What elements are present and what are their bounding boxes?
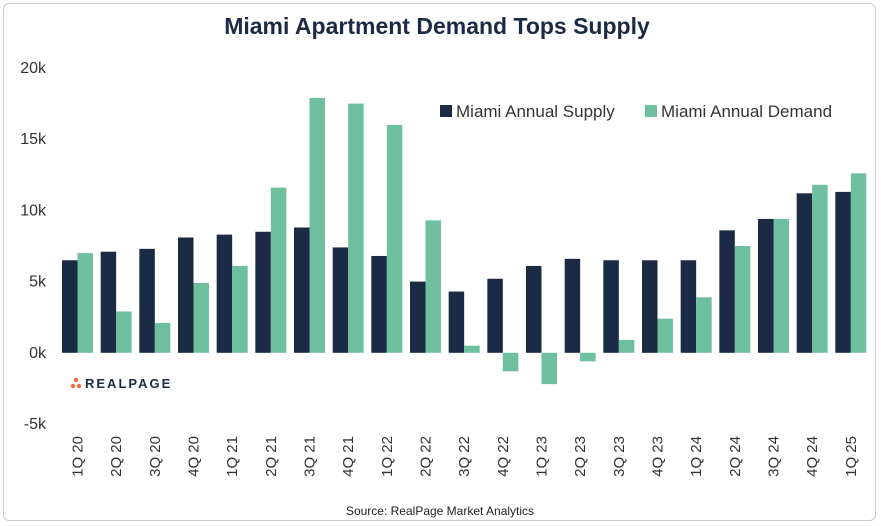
y-tick-label: 5k xyxy=(29,274,47,291)
bar-supply xyxy=(62,260,78,353)
y-tick-label: -5k xyxy=(24,416,47,433)
logo-dot xyxy=(70,383,76,389)
bar-demand xyxy=(193,283,209,353)
x-tick-label: 4Q 21 xyxy=(340,436,357,477)
bar-demand xyxy=(773,218,789,353)
bar-supply xyxy=(564,258,581,353)
bar-supply xyxy=(796,193,813,353)
bar-demand xyxy=(386,124,403,353)
source-note: Source: RealPage Market Analytics xyxy=(346,504,534,518)
x-tick-label: 1Q 24 xyxy=(688,436,705,477)
x-tick-label: 4Q 23 xyxy=(650,436,667,477)
y-tick-label: 10k xyxy=(20,202,47,219)
bar-supply xyxy=(139,248,155,353)
bar-supply xyxy=(642,260,658,353)
bar-supply xyxy=(100,251,117,353)
y-tick-label: 20k xyxy=(20,60,47,77)
legend-label-supply: Miami Annual Supply xyxy=(456,102,615,121)
legend: Miami Annual Supply Miami Annual Demand xyxy=(440,102,832,121)
bar-demand xyxy=(116,311,132,353)
x-tick-label: 3Q 23 xyxy=(611,436,628,477)
x-tick-label: 4Q 24 xyxy=(804,436,821,477)
bar-supply xyxy=(178,237,194,353)
bar-supply xyxy=(487,278,503,353)
chart: Miami Apartment Demand Tops Supply 20k 15… xyxy=(20,13,867,518)
y-tick-label: 15k xyxy=(20,131,47,148)
bar-demand xyxy=(541,352,557,385)
bar-demand xyxy=(270,187,287,353)
x-tick-label: 3Q 24 xyxy=(766,436,783,477)
bar-demand xyxy=(580,352,596,362)
legend-swatch-demand xyxy=(645,105,657,117)
chart-frame: Miami Apartment Demand Tops Supply 20k 15… xyxy=(3,3,876,521)
bar-demand xyxy=(618,339,635,353)
bar-supply xyxy=(526,265,542,353)
realpage-logo: REALPAGE xyxy=(70,376,172,391)
bar-supply xyxy=(603,260,619,353)
bar-demand xyxy=(464,345,480,353)
bar-demand xyxy=(232,265,248,353)
y-axis: 20k 15k 10k 5k 0k -5k xyxy=(20,60,47,433)
bar-demand xyxy=(154,322,171,353)
bar-demand xyxy=(348,103,364,353)
bar-supply xyxy=(216,234,233,353)
x-tick-label: 2Q 24 xyxy=(727,436,744,477)
bar-supply xyxy=(448,291,465,353)
logo-dot xyxy=(76,383,82,389)
y-tick-label: 0k xyxy=(29,345,47,362)
x-tick-label: 1Q 23 xyxy=(534,436,551,477)
x-tick-label: 3Q 22 xyxy=(456,436,473,477)
bar-demand xyxy=(734,246,751,353)
x-tick-label: 1Q 22 xyxy=(379,436,396,477)
bar-demand xyxy=(77,253,93,353)
bar-supply xyxy=(680,260,697,353)
logo-text: REALPAGE xyxy=(85,376,172,391)
x-tick-label: 4Q 22 xyxy=(495,436,512,477)
x-tick-label: 3Q 20 xyxy=(147,436,164,477)
bar-demand xyxy=(696,297,712,353)
x-tick-label: 1Q 25 xyxy=(843,436,860,477)
bar-demand xyxy=(309,97,325,353)
x-tick-label: 2Q 23 xyxy=(572,436,589,477)
bar-demand xyxy=(812,184,828,353)
x-tick-label: 2Q 20 xyxy=(108,436,125,477)
bar-demand xyxy=(502,352,519,372)
bar-supply xyxy=(294,227,310,353)
bar-supply xyxy=(371,255,387,353)
x-tick-label: 1Q 21 xyxy=(224,436,241,477)
logo-dot xyxy=(73,377,79,383)
bar-supply xyxy=(758,218,774,353)
bar-supply xyxy=(719,230,735,353)
x-axis: 1Q 20 2Q 20 3Q 20 4Q 20 1Q 21 2Q 21 3Q 21 4Q 21… xyxy=(70,436,860,477)
x-tick-label: 2Q 21 xyxy=(263,436,280,477)
x-tick-label: 4Q 20 xyxy=(186,436,203,477)
legend-swatch-supply xyxy=(440,105,452,117)
bar-supply xyxy=(332,247,349,353)
bar-demand xyxy=(850,173,867,353)
bars xyxy=(62,97,867,385)
bar-supply xyxy=(835,191,851,353)
chart-title: Miami Apartment Demand Tops Supply xyxy=(224,13,650,39)
bar-supply xyxy=(255,231,271,353)
x-tick-label: 1Q 20 xyxy=(70,436,87,477)
x-tick-label: 2Q 22 xyxy=(418,436,435,477)
bar-demand xyxy=(425,220,441,353)
bar-supply xyxy=(410,281,426,353)
bar-demand xyxy=(657,318,673,353)
x-tick-label: 3Q 21 xyxy=(302,436,319,477)
legend-label-demand: Miami Annual Demand xyxy=(661,102,832,121)
